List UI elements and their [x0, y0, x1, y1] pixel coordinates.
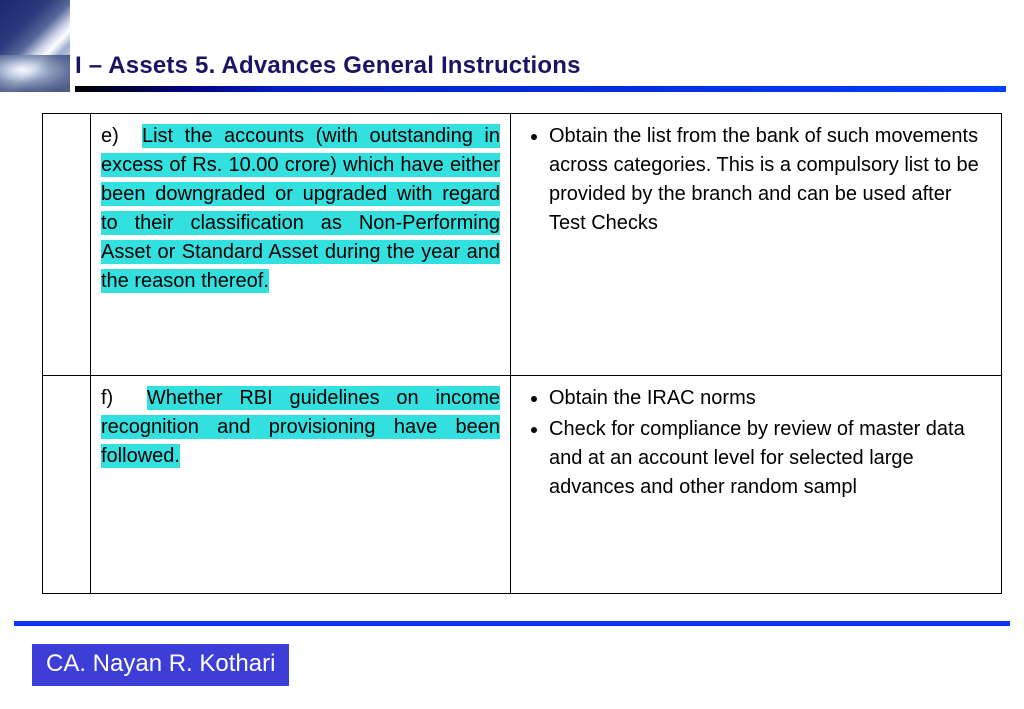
- procedure-item: Obtain the IRAC norms: [549, 384, 991, 413]
- procedure-list: Obtain the list from the bank of such mo…: [549, 122, 991, 238]
- procedure-list: Obtain the IRAC norms Check for complian…: [549, 384, 991, 502]
- procedure-item: Check for compliance by review of master…: [549, 415, 991, 502]
- slide-title: I – Assets 5. Advances General Instructi…: [75, 52, 581, 80]
- highlighted-text: Whether RBI guidelines on income recogni…: [101, 386, 500, 468]
- footer-rule: [14, 621, 1010, 626]
- slide: I – Assets 5. Advances General Instructi…: [0, 0, 1024, 709]
- row-spacer-cell: [43, 114, 91, 376]
- item-label: f): [101, 387, 113, 409]
- procedure-cell: Obtain the list from the bank of such mo…: [511, 114, 1002, 376]
- procedure-item: Obtain the list from the bank of such mo…: [549, 122, 991, 238]
- instructions-table: e) List the accounts (with outstanding i…: [42, 113, 1002, 594]
- instruction-text: f) Whether RBI guidelines on income reco…: [101, 384, 500, 471]
- item-label: e): [101, 125, 119, 147]
- corner-graphic: [0, 0, 70, 92]
- table-row: e) List the accounts (with outstanding i…: [43, 114, 1002, 376]
- instruction-cell: e) List the accounts (with outstanding i…: [91, 114, 511, 376]
- author-name: CA. Nayan R. Kothari: [32, 644, 289, 686]
- instruction-cell: f) Whether RBI guidelines on income reco…: [91, 376, 511, 594]
- row-spacer-cell: [43, 376, 91, 594]
- title-underline: [75, 86, 1006, 92]
- instruction-text: e) List the accounts (with outstanding i…: [101, 122, 500, 296]
- procedure-cell: Obtain the IRAC norms Check for complian…: [511, 376, 1002, 594]
- highlighted-text: List the accounts (with outstanding in e…: [101, 124, 500, 293]
- table-row: f) Whether RBI guidelines on income reco…: [43, 376, 1002, 594]
